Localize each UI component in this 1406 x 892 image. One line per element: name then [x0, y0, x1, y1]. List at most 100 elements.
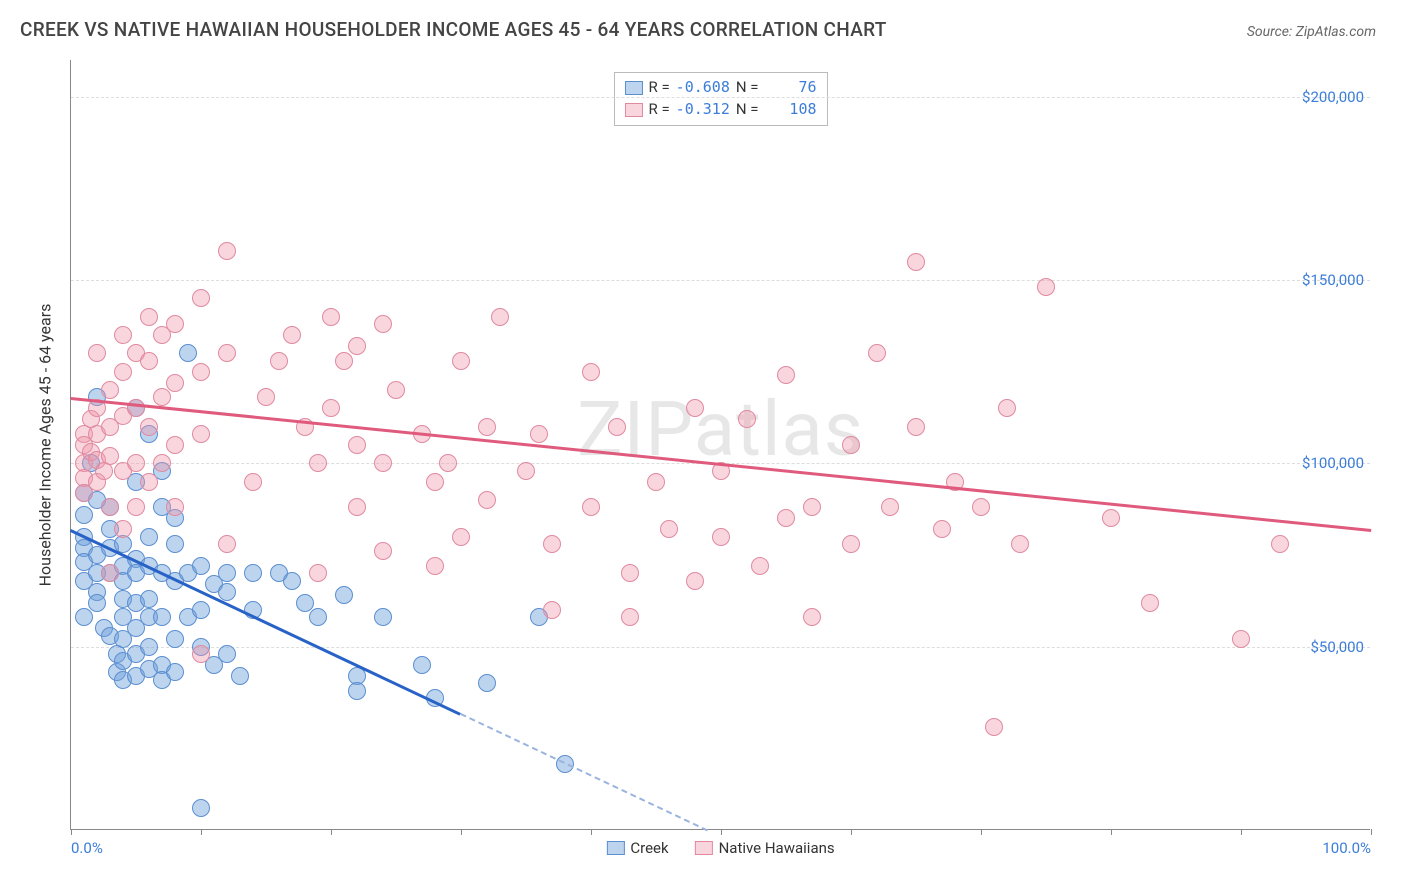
- data-point-hawaiian: [777, 366, 795, 384]
- data-point-hawaiian: [348, 498, 366, 516]
- data-point-hawaiian: [166, 436, 184, 454]
- swatch-creek: [624, 81, 642, 95]
- x-tick: [71, 829, 72, 835]
- data-point-creek: [231, 667, 249, 685]
- data-point-creek: [218, 564, 236, 582]
- y-tick-label: $150,000: [1302, 271, 1364, 289]
- data-point-hawaiian: [868, 344, 886, 362]
- data-point-hawaiian: [478, 418, 496, 436]
- chart-header: CREEK VS NATIVE HAWAIIAN HOUSEHOLDER INC…: [0, 0, 1406, 45]
- stat-label: N =: [736, 77, 759, 99]
- data-point-hawaiian: [777, 509, 795, 527]
- data-point-hawaiian: [842, 436, 860, 454]
- data-point-hawaiian: [283, 326, 301, 344]
- stat-n-value: 76: [765, 77, 817, 99]
- data-point-hawaiian: [582, 363, 600, 381]
- data-point-creek: [153, 608, 171, 626]
- legend-item: Native Hawaiians: [695, 839, 835, 857]
- legend-item: Creek: [606, 839, 668, 857]
- data-point-hawaiian: [270, 352, 288, 370]
- data-point-creek: [166, 630, 184, 648]
- x-tick: [851, 829, 852, 835]
- data-point-hawaiian: [114, 363, 132, 381]
- data-point-hawaiian: [452, 352, 470, 370]
- data-point-hawaiian: [192, 363, 210, 381]
- data-point-creek: [192, 799, 210, 817]
- data-point-hawaiian: [218, 344, 236, 362]
- stat-label: R =: [648, 99, 669, 121]
- legend-label: Native Hawaiians: [719, 839, 835, 857]
- swatch-creek: [606, 841, 624, 855]
- data-point-hawaiian: [244, 473, 262, 491]
- data-point-creek: [140, 528, 158, 546]
- data-point-creek: [179, 344, 197, 362]
- stat-n-value: 108: [765, 99, 817, 121]
- data-point-hawaiian: [985, 718, 1003, 736]
- data-point-hawaiian: [1102, 509, 1120, 527]
- data-point-creek: [75, 608, 93, 626]
- data-point-creek: [218, 583, 236, 601]
- data-point-hawaiian: [543, 535, 561, 553]
- data-point-hawaiian: [933, 520, 951, 538]
- data-point-hawaiian: [712, 528, 730, 546]
- data-point-hawaiian: [218, 242, 236, 260]
- stat-label: N =: [736, 99, 759, 121]
- x-tick: [1371, 829, 1372, 835]
- grid-line: [71, 647, 1370, 648]
- data-point-hawaiian: [140, 352, 158, 370]
- y-tick-label: $50,000: [1310, 638, 1364, 656]
- legend-stats-box: R = -0.608 N = 76 R = -0.312 N = 108: [613, 72, 827, 126]
- data-point-hawaiian: [88, 344, 106, 362]
- data-point-hawaiian: [127, 498, 145, 516]
- data-point-creek: [283, 572, 301, 590]
- data-point-hawaiian: [491, 308, 509, 326]
- data-point-hawaiian: [218, 535, 236, 553]
- data-point-hawaiian: [751, 557, 769, 575]
- data-point-hawaiian: [608, 418, 626, 436]
- data-point-hawaiian: [101, 498, 119, 516]
- data-point-hawaiian: [192, 289, 210, 307]
- data-point-hawaiian: [426, 557, 444, 575]
- data-point-hawaiian: [803, 608, 821, 626]
- data-point-hawaiian: [621, 564, 639, 582]
- data-point-hawaiian: [686, 572, 704, 590]
- data-point-creek: [348, 682, 366, 700]
- data-point-hawaiian: [387, 381, 405, 399]
- data-point-hawaiian: [101, 381, 119, 399]
- data-point-hawaiian: [192, 425, 210, 443]
- data-point-creek: [309, 608, 327, 626]
- data-point-hawaiian: [140, 473, 158, 491]
- stat-r-value: -0.312: [676, 99, 730, 121]
- data-point-hawaiian: [335, 352, 353, 370]
- grid-line: [71, 97, 1370, 98]
- data-point-hawaiian: [543, 601, 561, 619]
- data-point-hawaiian: [101, 447, 119, 465]
- legend-stats-row: R = -0.608 N = 76: [624, 77, 816, 99]
- data-point-creek: [140, 638, 158, 656]
- data-point-hawaiian: [140, 308, 158, 326]
- data-point-hawaiian: [686, 399, 704, 417]
- data-point-creek: [296, 594, 314, 612]
- data-point-hawaiian: [114, 520, 132, 538]
- x-tick-label: 100.0%: [1322, 839, 1371, 857]
- data-point-hawaiian: [153, 388, 171, 406]
- x-tick: [461, 829, 462, 835]
- data-point-hawaiian: [621, 608, 639, 626]
- data-point-creek: [140, 590, 158, 608]
- data-point-hawaiian: [309, 564, 327, 582]
- data-point-hawaiian: [439, 454, 457, 472]
- data-point-hawaiian: [1011, 535, 1029, 553]
- data-point-hawaiian: [374, 315, 392, 333]
- x-tick: [201, 829, 202, 835]
- data-point-creek: [244, 564, 262, 582]
- swatch-hawaiian: [624, 103, 642, 117]
- y-tick-label: $100,000: [1302, 454, 1364, 472]
- data-point-hawaiian: [907, 253, 925, 271]
- data-point-hawaiian: [166, 498, 184, 516]
- legend-series: Creek Native Hawaiians: [606, 839, 834, 857]
- data-point-hawaiian: [114, 326, 132, 344]
- data-point-hawaiian: [192, 645, 210, 663]
- data-point-creek: [75, 506, 93, 524]
- legend-label: Creek: [630, 839, 668, 857]
- stat-label: R =: [648, 77, 669, 99]
